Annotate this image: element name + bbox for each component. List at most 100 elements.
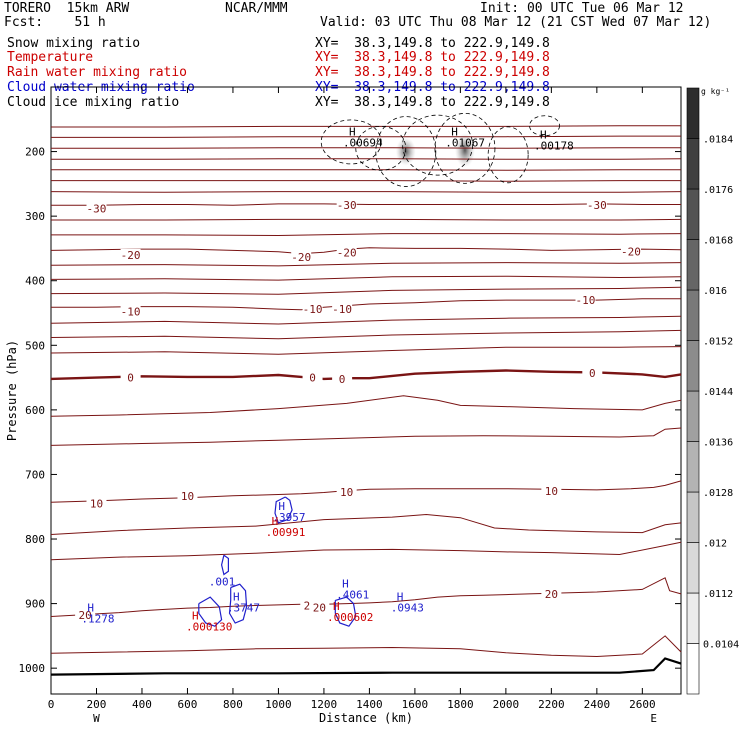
field-temperature-xy: XY= 38.3,149.8 to 222.9,149.8 <box>315 50 550 65</box>
max-value: .1278 <box>81 612 114 625</box>
temperature-contour <box>50 315 682 325</box>
colorbar-tick-label: .0184 <box>703 135 733 146</box>
colorbar-segment <box>686 87 700 139</box>
max-value: .00178 <box>534 140 574 153</box>
colorbar-segment <box>686 491 700 543</box>
contour-label: -20 <box>337 246 357 259</box>
temperature-contour <box>50 346 682 355</box>
temperature-contour <box>51 147 681 149</box>
y-tick-label: 500 <box>25 339 45 352</box>
max-letter: H <box>540 129 547 142</box>
colorbar-segment <box>686 239 700 291</box>
temperature-contour <box>51 180 681 182</box>
snow-outline <box>375 116 437 187</box>
cloud-water-contour <box>274 496 293 524</box>
colorbar-segment <box>686 542 700 594</box>
field-rain-xy: XY= 38.3,149.8 to 222.9,149.8 <box>315 65 550 80</box>
temperature-contour <box>51 125 681 128</box>
contour-label: 20 <box>313 601 326 614</box>
contour-label: -20 <box>291 251 311 264</box>
contour-label-bg <box>332 303 353 315</box>
colorbar-segment <box>686 441 700 493</box>
contour-label: -30 <box>87 202 107 215</box>
x-tick-label: 2200 <box>538 698 565 711</box>
y-tick-label: 400 <box>25 275 45 288</box>
max-value: .00694 <box>343 136 383 149</box>
max-value: .01067 <box>445 136 485 149</box>
colorbar-tick-label: .0112 <box>703 589 733 600</box>
contour-label-bg <box>332 372 353 384</box>
contour-label: 10 <box>90 498 103 511</box>
snow-outline <box>529 115 560 137</box>
colorbar-tick-label: .012 <box>703 539 727 550</box>
temperature-contour <box>50 329 682 340</box>
max-letter: H <box>87 601 94 614</box>
max-value: .000602 <box>327 611 373 624</box>
max-letter: H <box>451 125 458 138</box>
contour-label-bg <box>541 587 562 599</box>
y-tick-label: 600 <box>25 404 45 417</box>
x-tick-label: 600 <box>178 698 198 711</box>
contour-label-bg <box>575 294 596 306</box>
y-tick-label: 300 <box>25 210 45 223</box>
colorbar-tick-label: .016 <box>703 286 727 297</box>
temperature-contour <box>50 286 682 295</box>
x-end-label-right: E <box>650 712 657 725</box>
temperature-contour <box>51 135 681 138</box>
y-tick-label: 700 <box>25 468 45 481</box>
temperature-contour <box>50 191 682 193</box>
x-tick-label: 200 <box>87 698 107 711</box>
field-snow-xy: XY= 38.3,149.8 to 222.9,149.8 <box>315 36 550 51</box>
colorbar-tick-label: .0136 <box>703 438 733 449</box>
contour-label: 0 <box>339 373 346 386</box>
fcst-label: Fcst: 51 h <box>4 15 106 30</box>
contour-label-bg <box>120 305 141 317</box>
field-cloud-ice-xy: XY= 38.3,149.8 to 222.9,149.8 <box>315 95 550 110</box>
contour-label-bg <box>582 367 603 379</box>
x-tick-label: 0 <box>48 698 55 711</box>
x-axis-label: Distance (km) <box>319 711 413 725</box>
x-tick-label: 2400 <box>584 698 611 711</box>
snow-outline <box>487 126 529 184</box>
temperature-contour <box>50 369 682 381</box>
contour-label: -20 <box>621 246 641 259</box>
x-end-label-left: W <box>93 712 100 725</box>
max-value: .00991 <box>266 526 306 539</box>
x-tick-label: 1800 <box>447 698 474 711</box>
snow-outline <box>355 125 407 171</box>
temperature-contour <box>50 577 682 617</box>
contour-label: 10 <box>181 490 194 503</box>
field-cloud-ice: Cloud ice mixing ratio <box>7 95 180 110</box>
contour-label-bg <box>541 485 562 497</box>
model-label: TORERO 15km ARW <box>4 1 130 16</box>
temperature-contour <box>51 158 682 160</box>
contour-label-bg <box>309 601 330 613</box>
contour-label: -30 <box>587 199 607 212</box>
colorbar-segment <box>686 188 700 240</box>
max-value: .0943 <box>391 601 424 614</box>
contour-label: 0 <box>589 367 596 380</box>
y-tick-label: 200 <box>25 146 45 159</box>
temperature-contour <box>50 480 682 503</box>
field-snow: Snow mixing ratio <box>7 36 141 51</box>
contour-label: 0 <box>127 372 134 385</box>
plot-frame <box>50 86 682 695</box>
cloud-water-contour <box>228 583 248 624</box>
x-tick-label: 1400 <box>356 698 383 711</box>
temperature-contour <box>50 513 682 535</box>
colorbar-tick-label: .0144 <box>703 387 733 398</box>
temperature-contour <box>51 233 682 237</box>
max-letter: H <box>233 590 240 603</box>
colorbar-segment <box>686 390 700 442</box>
temperature-contour <box>51 218 682 221</box>
contour-label: -10 <box>576 294 596 307</box>
contour-label-bg <box>302 371 323 383</box>
y-tick-label: 1000 <box>19 662 46 675</box>
contour-label: -10 <box>121 306 141 319</box>
snow-outline <box>402 114 474 176</box>
max-letter: H <box>278 500 285 513</box>
colorbar-segment <box>686 592 700 644</box>
contour-label-bg <box>120 371 141 383</box>
contour-label: 10 <box>545 485 558 498</box>
field-temperature: Temperature <box>7 50 94 65</box>
